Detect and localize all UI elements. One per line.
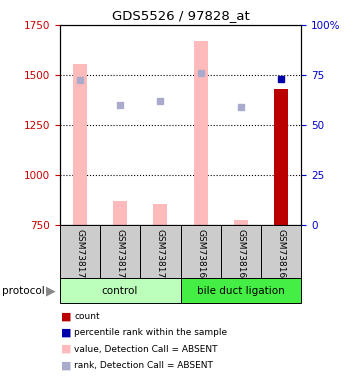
Text: GSM738169: GSM738169 — [277, 229, 286, 284]
Text: GSM738171: GSM738171 — [116, 229, 125, 284]
Title: GDS5526 / 97828_at: GDS5526 / 97828_at — [112, 9, 249, 22]
Bar — [180, 278, 301, 303]
Bar — [274, 89, 288, 225]
Bar — [113, 201, 127, 225]
Bar — [221, 225, 261, 278]
Bar — [60, 278, 180, 303]
Text: ■: ■ — [61, 328, 72, 338]
Text: GSM738168: GSM738168 — [236, 229, 245, 284]
Text: ▶: ▶ — [46, 285, 56, 298]
Bar — [261, 225, 301, 278]
Bar — [234, 220, 248, 225]
Text: count: count — [74, 312, 100, 321]
Bar — [140, 225, 180, 278]
Bar — [180, 225, 221, 278]
Bar — [153, 204, 168, 225]
Bar — [73, 64, 87, 225]
Text: GSM738167: GSM738167 — [196, 229, 205, 284]
Text: GSM738170: GSM738170 — [75, 229, 84, 284]
Bar — [193, 41, 208, 225]
Bar — [60, 225, 100, 278]
Text: control: control — [102, 286, 138, 296]
Text: rank, Detection Call = ABSENT: rank, Detection Call = ABSENT — [74, 361, 213, 370]
Text: value, Detection Call = ABSENT: value, Detection Call = ABSENT — [74, 344, 218, 354]
Text: ■: ■ — [61, 312, 72, 322]
Text: bile duct ligation: bile duct ligation — [197, 286, 285, 296]
Text: ■: ■ — [61, 360, 72, 370]
Text: ■: ■ — [61, 344, 72, 354]
Bar — [100, 225, 140, 278]
Text: GSM738172: GSM738172 — [156, 229, 165, 284]
Text: percentile rank within the sample: percentile rank within the sample — [74, 328, 227, 338]
Text: protocol: protocol — [2, 286, 44, 296]
